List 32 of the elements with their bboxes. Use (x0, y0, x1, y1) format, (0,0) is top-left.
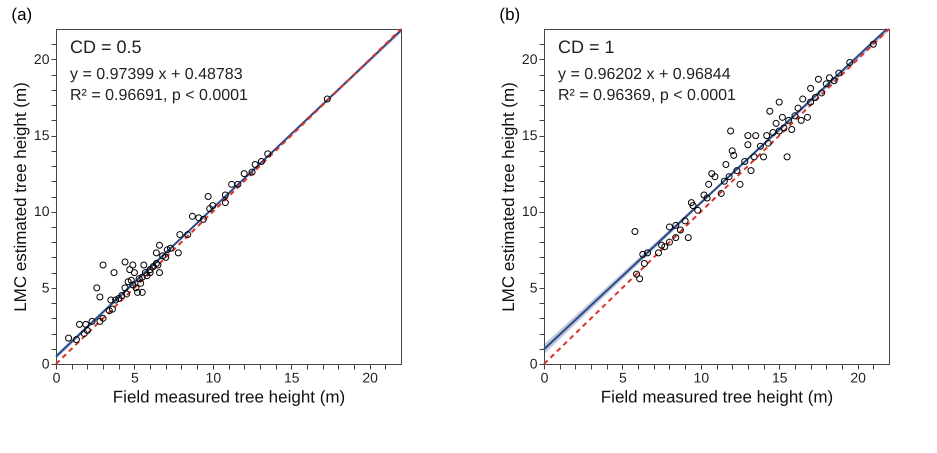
annotation: CD = 0.5 (70, 37, 142, 57)
x-axis-title: Field measured tree height (m) (112, 388, 346, 406)
y-tick-label: 0 (42, 356, 50, 372)
annotation: R² = 0.96369, p < 0.0001 (558, 87, 736, 104)
y-tick-label: 15 (522, 127, 538, 144)
chart-title: (b) (499, 5, 520, 24)
y-axis-title: LMC estimated tree height (m) (10, 82, 30, 312)
y-tick-label: 10 (522, 203, 538, 220)
y-tick-label: 5 (530, 279, 538, 296)
x-tick-label: 20 (362, 370, 378, 386)
x-tick-label: 5 (619, 370, 628, 386)
x-tick-label: 0 (540, 370, 549, 386)
annotation: CD = 1 (558, 37, 615, 57)
x-tick-label: 10 (694, 370, 710, 386)
x-tick-label: 5 (131, 370, 140, 386)
y-tick-label: 5 (42, 279, 50, 296)
x-axis-title: Field measured tree height (m) (600, 388, 834, 406)
x-tick-label: 20 (850, 370, 866, 386)
x-tick-label: 0 (52, 370, 61, 386)
x-tick-label: 10 (206, 370, 222, 386)
y-tick-label: 20 (34, 50, 50, 67)
y-axis-title: LMC estimated tree height (m) (498, 82, 518, 312)
annotation: y = 0.97399 x + 0.48783 (70, 66, 243, 83)
y-tick-label: 0 (530, 356, 538, 372)
x-tick-label: 15 (772, 370, 788, 386)
annotation: R² = 0.96691, p < 0.0001 (70, 87, 248, 104)
y-tick-label: 10 (34, 203, 50, 220)
y-tick-label: 15 (34, 127, 50, 144)
annotation: y = 0.96202 x + 0.96844 (558, 66, 731, 83)
x-tick-label: 15 (284, 370, 300, 386)
y-tick-label: 20 (522, 50, 538, 67)
chart-title: (a) (11, 5, 32, 24)
